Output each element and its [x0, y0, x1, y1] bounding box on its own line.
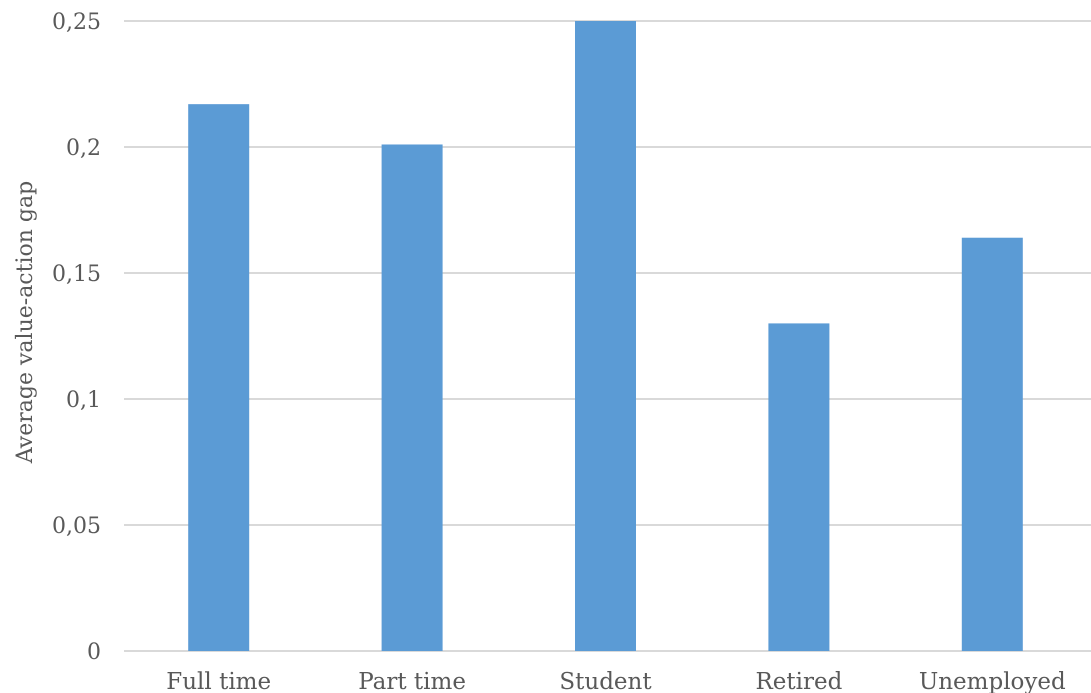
y-tick-label: 0,05: [52, 514, 101, 539]
y-axis-title: Average value-action gap: [13, 181, 38, 464]
bar-unemployed: [961, 237, 1023, 651]
bar-part-time: [381, 144, 443, 652]
x-tick-label: Student: [559, 669, 652, 693]
y-tick-label: 0,1: [66, 388, 101, 413]
x-tick-label: Retired: [755, 669, 842, 693]
x-tick-label: Full time: [166, 669, 271, 693]
y-tick-labels: 0 0,05 0,1 0,15 0,2 0,25: [52, 10, 101, 665]
y-tick-label: 0,2: [66, 136, 101, 161]
y-tick-label: 0,15: [52, 262, 101, 287]
category-labels: Full time Part time Student Retired Unemploy…: [166, 669, 1066, 693]
bar-retired: [768, 323, 830, 651]
y-tick-label: 0,25: [52, 10, 101, 35]
bar-student: [575, 21, 636, 651]
x-tick-label: Part time: [358, 669, 466, 693]
bars: [188, 21, 1023, 652]
bar-full-time: [188, 104, 250, 651]
x-tick-label: Unemployed: [919, 669, 1066, 693]
y-tick-label: 0: [87, 640, 101, 665]
